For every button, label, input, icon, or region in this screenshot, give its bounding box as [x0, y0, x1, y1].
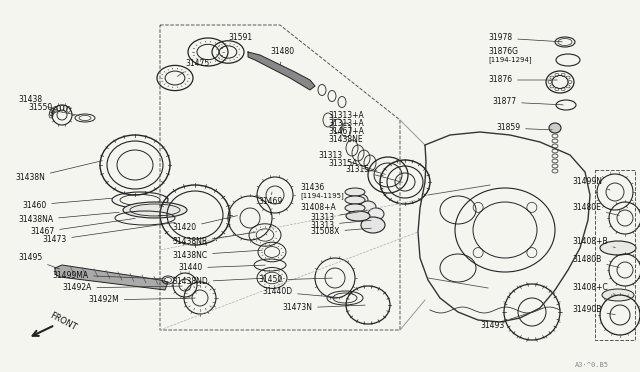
Text: 31408+B: 31408+B [572, 237, 615, 247]
Text: 31313: 31313 [310, 220, 371, 230]
Text: 31473: 31473 [42, 222, 175, 244]
Text: 31467: 31467 [30, 218, 135, 237]
Text: 31313: 31313 [318, 151, 378, 171]
Text: [1194-1195]: [1194-1195] [300, 193, 344, 199]
Text: 31420: 31420 [172, 216, 237, 232]
Text: 31475: 31475 [177, 58, 209, 76]
Text: 31440D: 31440D [262, 288, 342, 298]
Text: 31408+C: 31408+C [572, 283, 615, 294]
Ellipse shape [368, 208, 384, 220]
Text: 31492A: 31492A [62, 283, 182, 292]
Text: 31408+A: 31408+A [300, 202, 336, 212]
Ellipse shape [345, 188, 365, 196]
Ellipse shape [600, 241, 636, 255]
Text: 31877: 31877 [492, 97, 563, 106]
Text: 31438NC: 31438NC [172, 250, 262, 260]
Text: 31438NE: 31438NE [328, 135, 363, 144]
Text: 31499N: 31499N [572, 177, 610, 190]
Text: 31313+A: 31313+A [328, 110, 364, 119]
Text: 31499MA: 31499MA [52, 270, 165, 279]
Ellipse shape [345, 196, 365, 204]
Text: 31508X: 31508X [310, 228, 371, 237]
Text: 31469: 31469 [258, 192, 282, 206]
Text: 31876: 31876 [488, 76, 557, 84]
Text: 31438N: 31438N [15, 161, 102, 183]
Text: 31493: 31493 [480, 313, 529, 330]
Text: A3·^0.B5: A3·^0.B5 [575, 362, 609, 368]
Text: FRONT: FRONT [48, 311, 77, 333]
Text: 31480B: 31480B [572, 256, 620, 267]
Text: 31436: 31436 [300, 183, 324, 192]
Text: 31495: 31495 [18, 253, 60, 269]
Text: 31438: 31438 [18, 96, 60, 111]
Ellipse shape [361, 217, 385, 233]
Text: 31480E: 31480E [572, 203, 620, 215]
Text: 31591: 31591 [220, 33, 252, 49]
Text: 31876G: 31876G [488, 48, 518, 57]
Text: 31313: 31313 [310, 211, 367, 222]
Ellipse shape [123, 202, 187, 218]
Text: 31313+A: 31313+A [328, 119, 364, 128]
Text: 31315: 31315 [345, 166, 403, 182]
Text: 31490B: 31490B [572, 305, 615, 315]
Ellipse shape [360, 201, 376, 213]
Text: 31438ND: 31438ND [172, 278, 265, 286]
Text: 31467+A: 31467+A [328, 126, 364, 135]
Text: 31438NB: 31438NB [172, 232, 255, 247]
Text: 31440: 31440 [178, 263, 265, 273]
Ellipse shape [345, 204, 365, 212]
Text: 31315A: 31315A [328, 158, 385, 174]
Ellipse shape [346, 211, 370, 221]
Text: 31859: 31859 [496, 124, 552, 132]
Text: 31550: 31550 [28, 103, 79, 115]
Text: 31438NA: 31438NA [18, 212, 119, 224]
Polygon shape [55, 265, 168, 290]
Ellipse shape [549, 123, 561, 133]
Polygon shape [248, 52, 315, 90]
Ellipse shape [602, 289, 634, 301]
Text: 31492M: 31492M [88, 295, 195, 305]
Ellipse shape [352, 194, 368, 206]
Text: [1194-1294]: [1194-1294] [488, 57, 532, 63]
Text: 31450: 31450 [258, 276, 332, 285]
Text: 31460: 31460 [22, 198, 112, 209]
Text: 31978: 31978 [488, 33, 562, 42]
Text: 31473N: 31473N [282, 304, 365, 312]
Text: 31480: 31480 [270, 48, 294, 65]
